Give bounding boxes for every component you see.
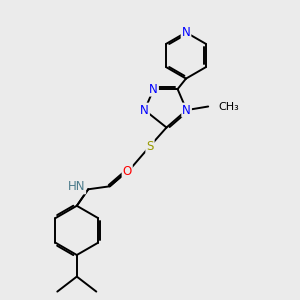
Text: S: S: [146, 140, 154, 153]
Text: N: N: [182, 26, 190, 39]
Text: N: N: [182, 103, 191, 117]
Text: CH₃: CH₃: [219, 101, 239, 112]
Text: HN: HN: [68, 180, 85, 194]
Text: N: N: [149, 82, 158, 96]
Text: O: O: [123, 165, 132, 178]
Text: N: N: [140, 103, 149, 117]
